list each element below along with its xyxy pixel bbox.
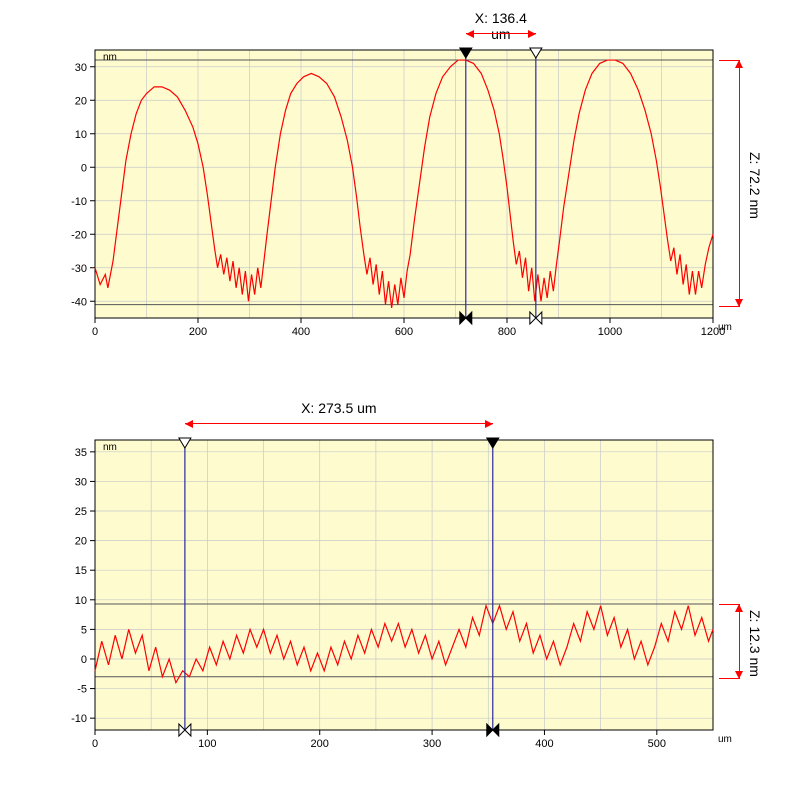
svg-text:-5: -5 [77,684,87,696]
svg-text:-20: -20 [71,229,87,241]
svg-text:600: 600 [395,326,413,338]
svg-text:25: 25 [75,506,87,518]
svg-text:0: 0 [92,326,98,338]
svg-text:10: 10 [75,129,87,141]
svg-text:35: 35 [75,447,87,459]
z-bracket-2 [719,604,740,679]
svg-text:400: 400 [292,326,310,338]
chart1-svg: 020040060080010001200-40-30-20-100102030… [10,10,743,348]
chart2-svg: 0 100 200 300 400 500 -10 -5 0 5 10 15 20 25 30 35 nm um [10,400,743,760]
svg-text:um: um [718,734,732,745]
profile-chart-2: X: 273.5 um 0 100 200 300 400 500 -10 -5 0 5 10 15 2… [10,400,799,770]
x-delta-arrow-2 [185,423,493,424]
x-delta-arrow-1 [466,33,536,34]
svg-text:20: 20 [75,536,87,548]
svg-text:0: 0 [92,738,98,750]
svg-text:15: 15 [75,565,87,577]
z-bracket-1 [719,60,740,307]
svg-text:-30: -30 [71,263,87,275]
svg-text:nm: nm [103,52,117,63]
svg-text:10: 10 [75,595,87,607]
svg-text:400: 400 [535,738,553,750]
svg-text:100: 100 [198,738,216,750]
profile-chart-1: X: 136.4 um 020040060080010001200-40-30-… [10,10,799,370]
z-delta-label-2: Z: 12.3 nm [747,610,763,677]
z-delta-label-1: Z: 72.2 nm [747,152,763,219]
x-delta-label-1: X: 136.4 um [466,10,536,42]
svg-text:30: 30 [75,62,87,74]
svg-text:200: 200 [189,326,207,338]
svg-text:5: 5 [81,624,87,636]
svg-text:20: 20 [75,95,87,107]
svg-text:-40: -40 [71,296,87,308]
svg-text:0: 0 [81,162,87,174]
svg-text:30: 30 [75,476,87,488]
svg-text:-10: -10 [71,713,87,725]
svg-text:800: 800 [498,326,516,338]
svg-text:0: 0 [81,654,87,666]
svg-text:nm: nm [103,442,117,453]
svg-text:um: um [718,322,732,333]
svg-text:200: 200 [311,738,329,750]
svg-text:-10: -10 [71,196,87,208]
svg-text:500: 500 [648,738,666,750]
svg-text:1000: 1000 [598,326,622,338]
svg-text:300: 300 [423,738,441,750]
x-delta-label-2: X: 273.5 um [185,400,493,416]
